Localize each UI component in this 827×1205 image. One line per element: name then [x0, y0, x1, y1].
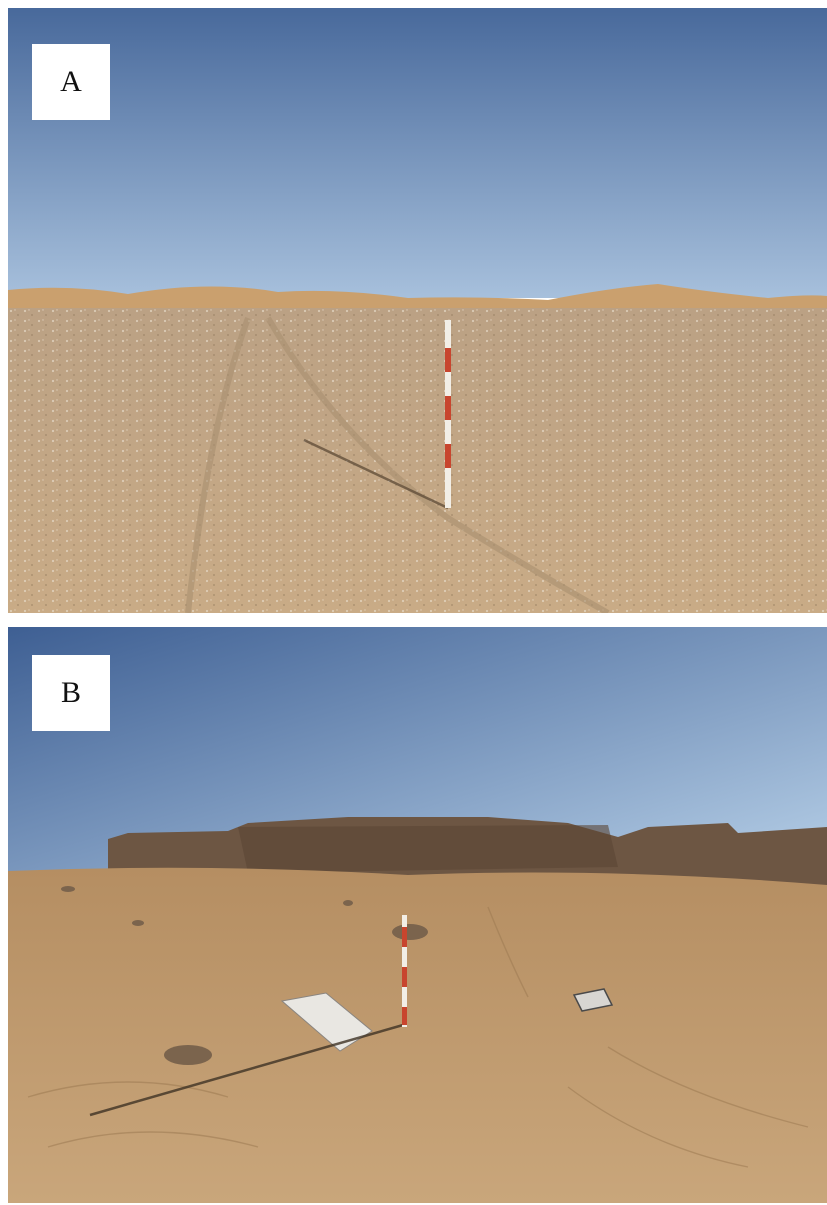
- scattered-stones: [61, 886, 428, 1065]
- panel-label-text: A: [60, 65, 82, 98]
- rock-outcrop-photo: [8, 627, 827, 1203]
- photo-panel-a: A: [8, 8, 827, 613]
- pole-shadow: [89, 1023, 404, 1117]
- panel-label: A: [32, 44, 110, 120]
- wind-ripples: [27, 906, 809, 1168]
- pole-shadow: [303, 438, 449, 510]
- vehicle-tracks: [185, 316, 610, 613]
- find-tag: [572, 988, 614, 1012]
- scale-pole: [445, 320, 451, 508]
- scale-pole: [402, 915, 407, 1027]
- ground: [8, 867, 827, 1203]
- sky: [8, 8, 827, 298]
- find-bag: [280, 992, 373, 1052]
- photo-panel-b: B: [8, 627, 827, 1203]
- panel-label-text: B: [60, 676, 81, 709]
- panel-label: B: [32, 655, 110, 731]
- desert-plain-photo: [8, 8, 827, 613]
- dunes: [8, 284, 827, 313]
